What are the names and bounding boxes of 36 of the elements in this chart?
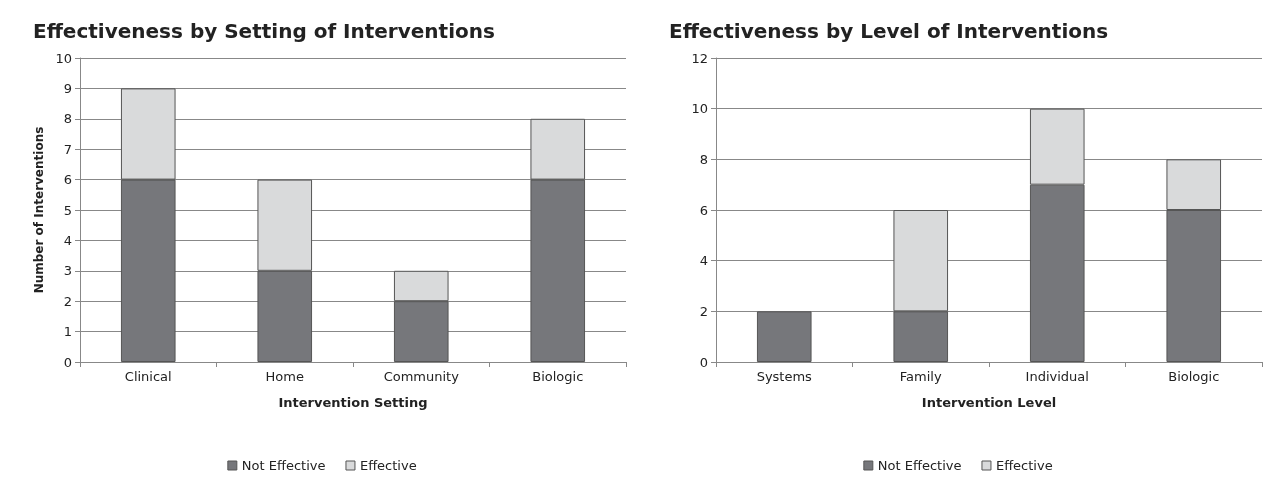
x-tick-label: Individual xyxy=(1025,369,1089,384)
y-tick-label: 2 xyxy=(699,303,708,319)
y-tick-label: 10 xyxy=(55,50,72,66)
y-tick-label: 0 xyxy=(63,354,72,370)
y-tick-label: 10 xyxy=(691,101,708,117)
chart-title: Effectiveness by Setting of Interventions xyxy=(33,19,495,43)
y-tick-label: 4 xyxy=(699,253,708,269)
x-tick-label: Family xyxy=(899,369,942,384)
legend-label: Effective xyxy=(995,458,1053,473)
y-tick-label: 4 xyxy=(63,232,72,248)
x-tick-label: Biologic xyxy=(1168,369,1220,384)
y-tick-label: 6 xyxy=(63,172,72,188)
bar xyxy=(756,311,812,362)
x-tick-label: Clinical xyxy=(124,369,172,384)
x-tick-label: Biologic xyxy=(532,369,584,384)
legend-label: Not Effective xyxy=(877,458,962,473)
x-axis-title: Intervention Level xyxy=(921,395,1057,410)
chart-title: Effectiveness by Level of Interventions xyxy=(669,19,1109,43)
y-axis-title: Number of Interventions xyxy=(31,126,46,294)
x-axis-title: Intervention Setting xyxy=(278,395,428,410)
y-tick-label: 9 xyxy=(63,80,72,96)
x-tick-label: Systems xyxy=(756,369,813,384)
x-tick-label: Community xyxy=(383,369,460,384)
legend-label: Effective xyxy=(359,458,417,473)
y-tick-label: 8 xyxy=(699,151,708,167)
y-tick-label: 0 xyxy=(699,354,708,370)
y-tick-label: 12 xyxy=(691,50,708,66)
y-tick-label: 1 xyxy=(63,324,72,340)
y-tick-label: 2 xyxy=(63,293,72,309)
x-tick-label: Home xyxy=(265,369,304,384)
y-tick-label: 5 xyxy=(63,202,72,218)
legend-label: Not Effective xyxy=(241,458,326,473)
y-tick-label: 8 xyxy=(63,111,72,127)
y-tick-label: 6 xyxy=(699,202,708,218)
y-tick-label: 7 xyxy=(63,141,72,157)
y-tick-label: 3 xyxy=(63,263,72,279)
